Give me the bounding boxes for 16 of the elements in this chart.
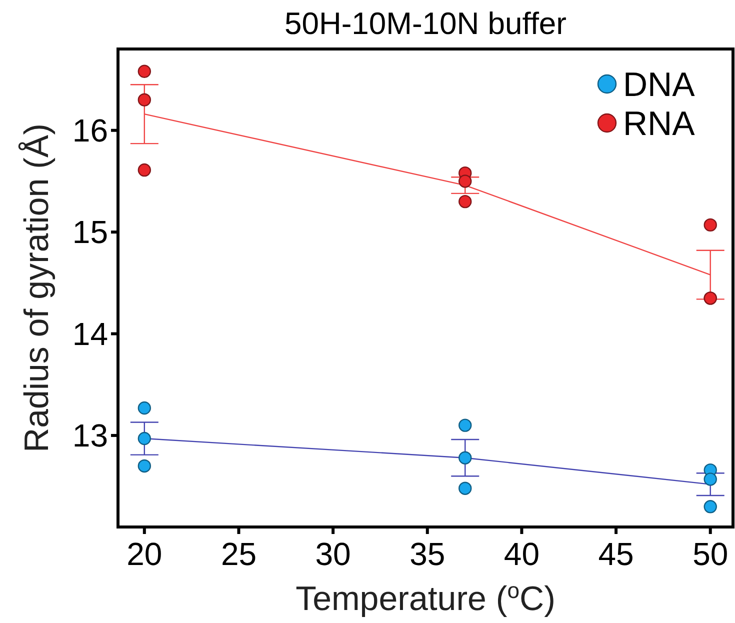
x-tick-label: 30 [315, 536, 351, 572]
y-tick-label: 16 [72, 112, 108, 148]
y-tick-label: 15 [72, 214, 108, 250]
y-axis-title: Radius of gyration (Å) [18, 124, 56, 452]
y-tick-label: 14 [72, 316, 108, 352]
y-tick-label: 13 [72, 417, 108, 454]
x-tick-label: 20 [126, 536, 162, 572]
x-tick-label: 25 [220, 536, 257, 572]
x-tick-label: 35 [410, 536, 446, 572]
chart-title: 50H-10M-10N buffer [284, 6, 567, 41]
legend-label: DNA [623, 66, 696, 104]
x-tick-label: 40 [504, 536, 540, 572]
x-tick-label: 45 [598, 536, 634, 572]
x-tick-label: 50 [692, 536, 728, 572]
legend-label: RNA [623, 105, 696, 143]
x-axis-title: Temperature ($^{o}$C) [296, 578, 556, 618]
